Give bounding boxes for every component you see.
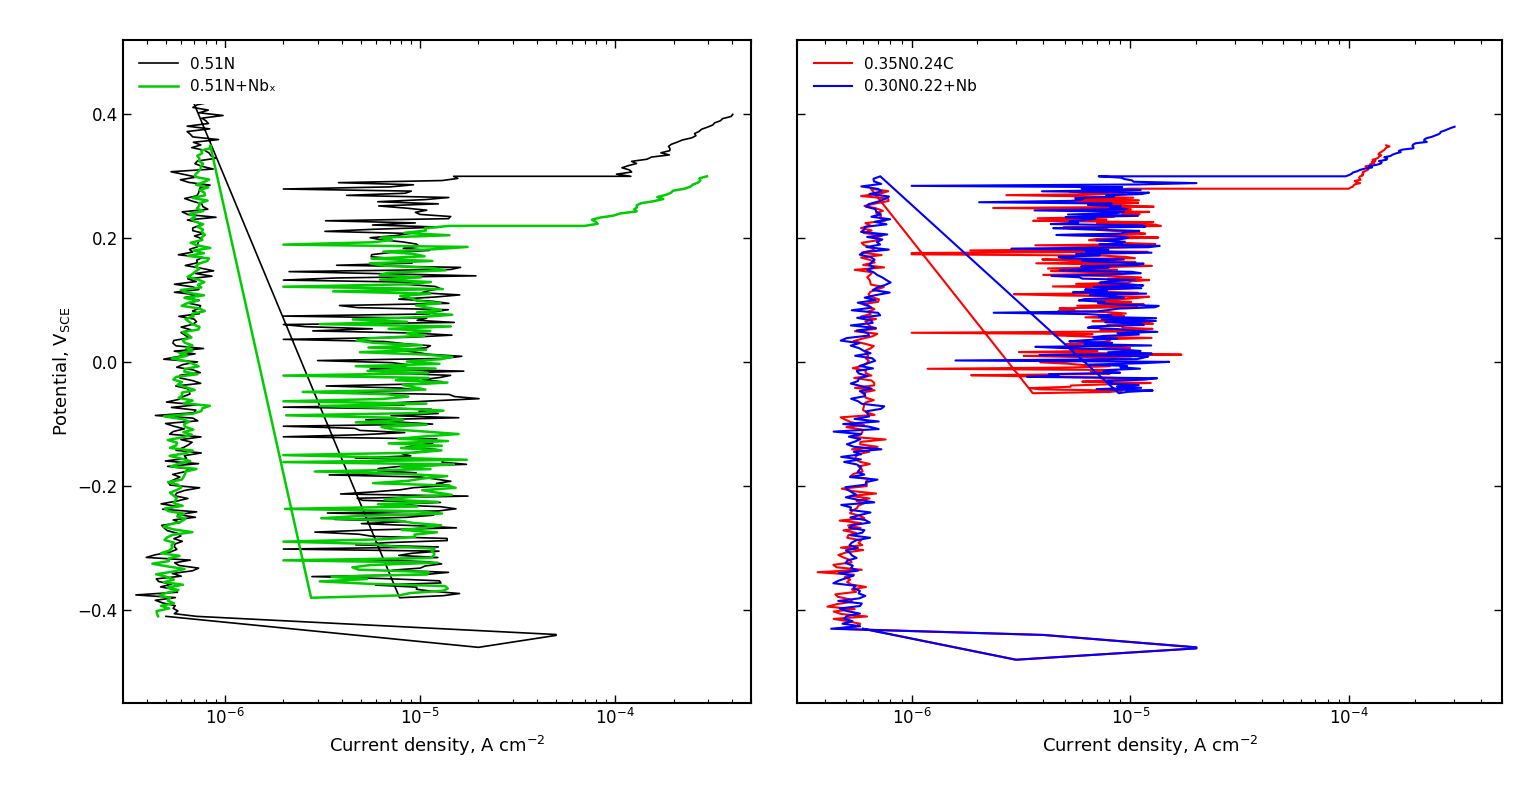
0.51N — [451, 589, 469, 598]
Legend: 0.35N0.24C, 0.30N0.22+Nb: 0.35N0.24C, 0.30N0.22+Nb — [805, 48, 986, 104]
Legend: 0.51N, 0.51N+Nbₓ: 0.51N, 0.51N+Nbₓ — [130, 48, 285, 104]
0.51N — [389, 294, 408, 304]
0.35N0.24C — [869, 295, 888, 304]
0.51N+Nbₓ — [201, 141, 219, 150]
0.51N+Nbₓ — [274, 282, 293, 292]
0.35N0.24C — [1007, 655, 1026, 665]
0.35N0.24C — [1187, 643, 1205, 653]
0.35N0.24C — [1377, 141, 1395, 150]
0.35N0.24C — [866, 204, 885, 213]
0.51N — [363, 531, 382, 541]
X-axis label: Current density, A cm$^{-2}$: Current density, A cm$^{-2}$ — [1041, 733, 1259, 757]
0.51N — [176, 78, 195, 88]
0.51N+Nbₓ — [625, 205, 644, 214]
Line: 0.51N+Nbₓ: 0.51N+Nbₓ — [152, 145, 707, 616]
Y-axis label: Potential, V$_\mathrm{SCE}$: Potential, V$_\mathrm{SCE}$ — [51, 307, 72, 436]
0.51N+Nbₓ — [149, 611, 167, 621]
Line: 0.51N: 0.51N — [136, 83, 733, 647]
0.30N0.22+Nb — [1007, 655, 1026, 665]
0.30N0.22+Nb — [1446, 122, 1464, 132]
0.51N+Nbₓ — [698, 172, 716, 181]
0.30N0.22+Nb — [1187, 643, 1205, 653]
0.51N+Nbₓ — [193, 225, 212, 234]
0.30N0.22+Nb — [834, 619, 852, 629]
0.35N0.24C — [851, 619, 869, 629]
0.51N — [193, 161, 212, 171]
0.30N0.22+Nb — [880, 192, 898, 201]
0.30N0.22+Nb — [863, 285, 881, 295]
0.35N0.24C — [1033, 270, 1052, 280]
0.35N0.24C — [854, 624, 872, 634]
0.51N+Nbₓ — [184, 409, 202, 419]
0.51N — [156, 611, 175, 621]
0.51N — [469, 642, 487, 652]
0.51N — [724, 109, 742, 119]
0.30N0.22+Nb — [1099, 263, 1118, 272]
0.30N0.22+Nb — [842, 513, 860, 523]
Line: 0.30N0.22+Nb: 0.30N0.22+Nb — [831, 127, 1455, 660]
0.35N0.24C — [831, 516, 849, 526]
X-axis label: Current density, A cm$^{-2}$: Current density, A cm$^{-2}$ — [328, 733, 546, 757]
0.51N — [687, 131, 705, 141]
0.51N+Nbₓ — [170, 348, 189, 358]
0.30N0.22+Nb — [854, 624, 872, 634]
0.51N+Nbₓ — [196, 230, 215, 240]
0.51N — [207, 153, 225, 163]
Line: 0.35N0.24C: 0.35N0.24C — [817, 145, 1389, 660]
